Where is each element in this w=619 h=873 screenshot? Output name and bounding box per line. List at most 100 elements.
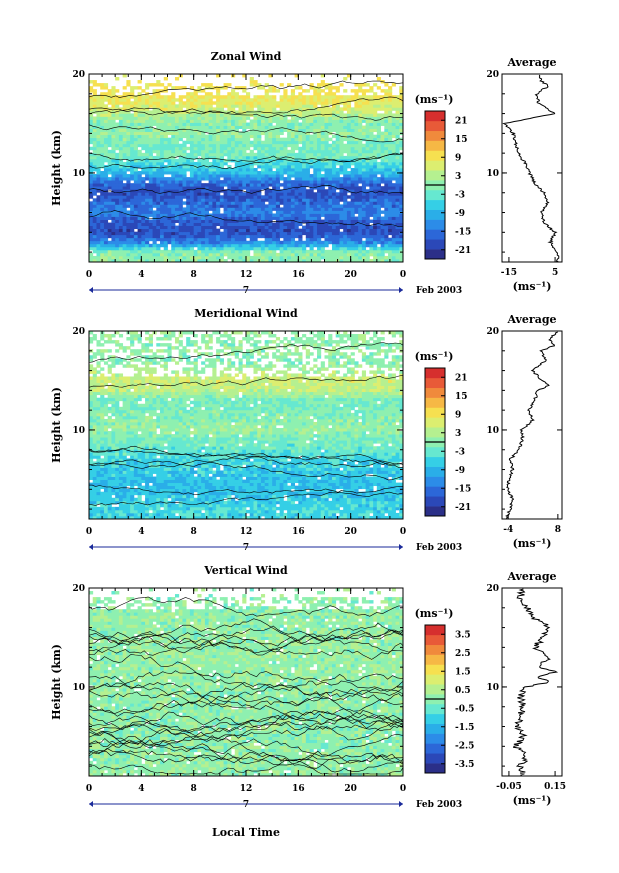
heatmap-cell — [324, 83, 329, 87]
heatmap-cell — [133, 146, 138, 151]
heatmap-cell — [302, 183, 307, 187]
heatmap-cell — [283, 92, 288, 96]
heatmap-cell — [380, 204, 385, 208]
heatmap-cell — [339, 512, 344, 517]
heatmap-cell — [182, 101, 187, 105]
heatmap-cell — [279, 210, 284, 214]
heatmap-cell — [231, 225, 236, 230]
heatmap-cell — [376, 228, 381, 233]
heatmap-cell — [182, 231, 187, 236]
heatmap-cell — [331, 237, 337, 242]
heatmap-cell — [133, 110, 138, 114]
heatmap-cell — [388, 164, 393, 169]
heatmap-cell — [395, 158, 400, 163]
heatmap-cell — [275, 216, 281, 220]
heatmap-cell — [178, 219, 183, 223]
heatmap-cell — [358, 515, 363, 520]
heatmap-cell — [302, 189, 307, 193]
heatmap-cell — [115, 161, 120, 166]
heatmap-cell — [290, 246, 295, 251]
heatmap-cell — [141, 192, 146, 196]
heatmap-cell — [246, 234, 251, 239]
heatmap-cell — [201, 210, 206, 214]
heatmap-cell — [249, 180, 254, 184]
heatmap-cell — [287, 243, 292, 248]
heatmap-cell — [320, 186, 325, 190]
heatmap-cell — [358, 219, 363, 223]
heatmap-cell — [313, 174, 318, 178]
heatmap-cell — [272, 134, 277, 139]
heatmap-cell — [174, 107, 180, 111]
heatmap-cell — [253, 222, 258, 227]
heatmap-cell — [395, 119, 400, 123]
heatmap-cell — [156, 237, 161, 242]
heatmap-cell — [313, 204, 318, 208]
heatmap-cell — [373, 225, 378, 230]
heatmap-cell — [115, 183, 120, 187]
heatmap-cell — [373, 95, 378, 99]
heatmap-cell — [294, 104, 299, 108]
heatmap-cell — [290, 101, 295, 105]
heatmap-cell — [380, 210, 385, 214]
heatmap-cell — [369, 234, 374, 239]
heatmap-cell — [260, 204, 266, 208]
heatmap-cell — [275, 186, 281, 190]
heatmap-cell — [89, 177, 94, 181]
heatmap-cell — [354, 237, 359, 242]
heatmap-cell — [331, 246, 337, 251]
heatmap-cell — [328, 186, 333, 190]
heatmap-cell — [309, 512, 314, 517]
heatmap-cell — [272, 161, 277, 166]
heatmap-cell — [380, 122, 385, 126]
heatmap-cell — [92, 180, 97, 184]
heatmap-cell — [309, 146, 314, 151]
heatmap-cell — [260, 143, 266, 148]
heatmap-cell — [268, 86, 273, 90]
heatmap-cell — [354, 89, 359, 93]
heatmap-cell — [167, 189, 172, 193]
heatmap-cell — [234, 146, 239, 151]
heatmap-cell — [309, 107, 314, 111]
heatmap-cell — [305, 240, 310, 245]
heatmap-cell — [156, 152, 161, 157]
heatmap-cell — [238, 152, 243, 157]
heatmap-cell — [201, 101, 206, 105]
heatmap-cell — [174, 515, 180, 520]
heatmap-cell — [298, 95, 303, 99]
heatmap-cell — [384, 98, 389, 102]
heatmap-cell — [324, 195, 329, 199]
heatmap-cell — [242, 174, 247, 178]
heatmap-cell — [219, 128, 224, 133]
heatmap-cell — [373, 107, 378, 111]
heatmap-cell — [380, 177, 385, 181]
heatmap-cell — [145, 134, 150, 139]
heatmap-cell — [118, 237, 124, 242]
heatmap-cell — [160, 509, 165, 514]
heatmap-cell — [89, 158, 94, 163]
heatmap-cell — [115, 95, 120, 99]
heatmap-cell — [343, 240, 348, 245]
heatmap-cell — [156, 155, 161, 160]
heatmap-cell — [189, 174, 195, 178]
heatmap-cell — [287, 128, 292, 133]
heatmap-cell — [212, 237, 217, 242]
heatmap-cell — [92, 234, 97, 239]
heatmap-cell — [201, 216, 206, 220]
heatmap-cell — [100, 198, 105, 202]
heatmap-cell — [302, 219, 307, 223]
heatmap-cell — [145, 255, 150, 260]
heatmap-cell — [130, 149, 135, 154]
heatmap-cell — [103, 116, 109, 120]
heatmap-cell — [145, 192, 150, 196]
heatmap-cell — [253, 509, 258, 514]
heatmap-cell — [272, 249, 277, 254]
heatmap-cell — [100, 125, 105, 129]
heatmap-cell — [103, 128, 109, 133]
heatmap-cell — [111, 219, 116, 223]
heatmap-cell — [290, 92, 295, 96]
heatmap-cell — [174, 201, 180, 205]
heatmap-cell — [186, 219, 191, 223]
heatmap-cell — [324, 509, 329, 514]
heatmap-cell — [186, 258, 191, 263]
heatmap-cell — [313, 140, 318, 145]
